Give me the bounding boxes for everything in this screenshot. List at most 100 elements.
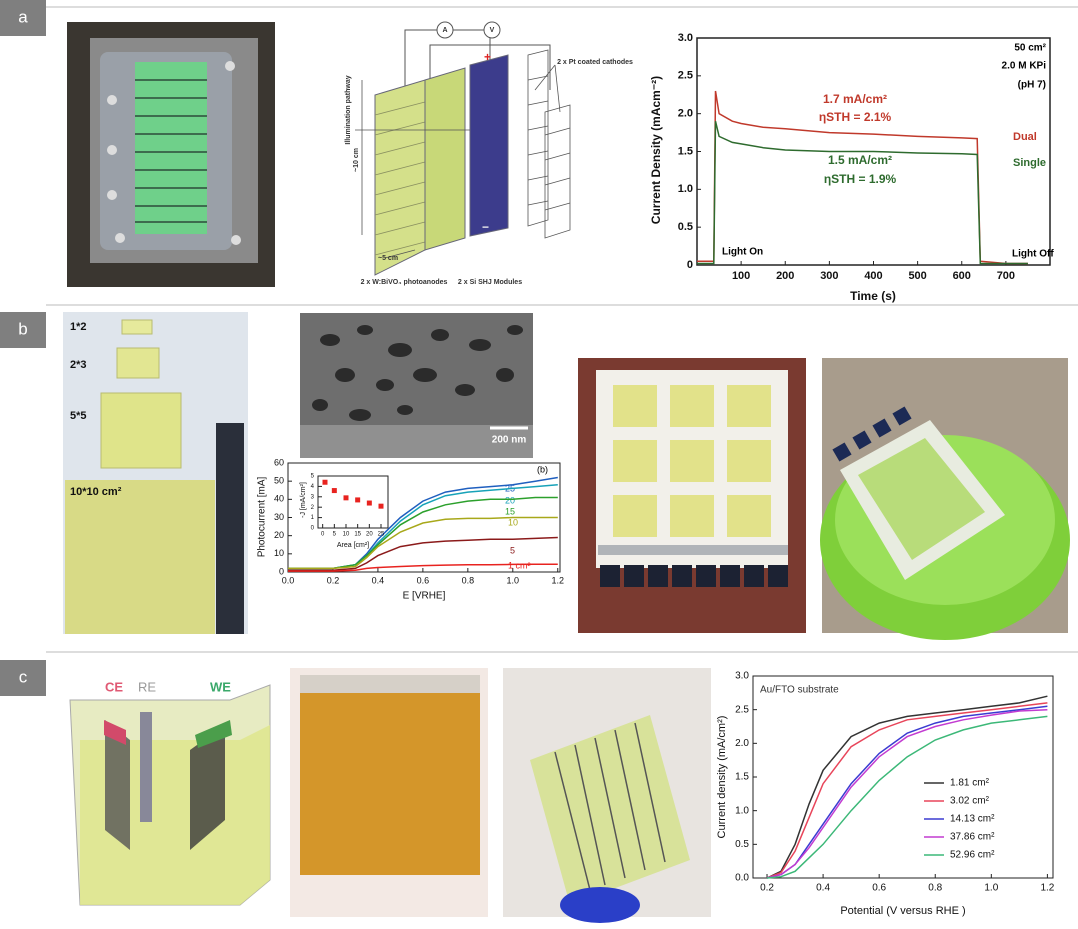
y-tick-label: 0.5 [735, 839, 749, 850]
cell-diagram: A V Illumination pathway ~10 cm ~5 cm 2 … [345, 22, 633, 286]
diagram-label: 2 x Si SHJ Modules [458, 279, 522, 286]
series-label: Single [1013, 157, 1046, 169]
y-tick-label: 2.5 [735, 704, 749, 715]
x-tick-label: 0.8 [928, 883, 942, 894]
diagram-label: 2 x Pt coated cathodes [557, 59, 633, 66]
annotation: (pH 7) [1018, 80, 1046, 91]
x-tick-label: 0.4 [816, 883, 830, 894]
series-label: 5 [510, 545, 515, 555]
x-tick-label: 0.0 [282, 575, 295, 585]
diagram-label: Illumination pathway [345, 75, 352, 144]
legend-label: 1.81 cm² [950, 778, 990, 789]
x-tick-label: 1.0 [984, 883, 998, 894]
series-label: 15 [505, 506, 515, 516]
x-tick-label: 100 [732, 270, 750, 282]
annotation: Au/FTO substrate [760, 685, 839, 696]
x-tick-label: 1.2 [1040, 883, 1054, 894]
x-tick-label: 15 [354, 532, 361, 538]
photo-outdoor [820, 358, 1070, 640]
x-tick-label: 300 [820, 270, 838, 282]
y-tick-label: 3.0 [735, 671, 749, 682]
point [323, 480, 328, 485]
series-label: Dual [1013, 131, 1037, 143]
y-tick-label: 10 [274, 548, 284, 558]
series-label: 20 [505, 495, 515, 505]
point [379, 504, 384, 509]
photo-array [578, 358, 806, 633]
polarity: + [484, 50, 491, 64]
y-tick-label: 60 [274, 457, 284, 467]
x-tick-label: 0.4 [372, 575, 385, 585]
y-tick-label: 1.0 [678, 183, 693, 195]
x-tick-label: 400 [864, 270, 882, 282]
x-tick-label: 1.0 [507, 575, 520, 585]
y-axis-label: Current density (mA/cm²) [716, 716, 728, 839]
sample-label: 5*5 [70, 410, 87, 422]
x-tick-label: 0.2 [327, 575, 340, 585]
panel-label: a [18, 7, 28, 26]
y-tick-label: 1.5 [735, 772, 749, 783]
diagram-label: 2 x W:BiVO₄ photoanodes [361, 279, 448, 286]
legend-label: 37.86 cm² [950, 832, 995, 843]
x-tick-label: 200 [776, 270, 794, 282]
page: a b c [0, 0, 1078, 924]
y-tick-label: 1.5 [678, 145, 693, 157]
point [332, 488, 337, 493]
y-tick-label: 0 [279, 566, 284, 576]
legend-label: 14.13 cm² [950, 814, 995, 825]
annotation: ηSTH = 1.9% [824, 172, 897, 186]
x-axis-label: Potential (V versus RHE ) [840, 905, 965, 917]
diagram-label: ~10 cm [353, 148, 360, 172]
electrode-label: WE [210, 679, 231, 694]
y-tick-label: 3.0 [678, 32, 693, 44]
point [355, 497, 360, 502]
chart: 0.0 0.2 0.4 0.6 0.8 1.0 1.2 0 10 20 30 40 50 60 E [VRH… [257, 457, 564, 601]
plot-frame [318, 476, 388, 528]
scale-bar-label: 200 nm [492, 435, 527, 446]
sample-label: 1*2 [70, 321, 87, 333]
x-axis-label: E [VRHE] [403, 591, 446, 602]
electrode-label: RE [138, 679, 156, 694]
y-tick-label: 50 [274, 476, 284, 486]
polarity: − [482, 220, 489, 234]
annotation: 2.0 M KPi [1002, 61, 1047, 72]
y-tick-label: 1.0 [735, 805, 749, 816]
figure: a b c [0, 0, 1078, 924]
sample-label: 10*10 cm² [70, 486, 122, 498]
x-axis-label: Area [cm²] [337, 542, 369, 549]
x-tick-label: 1.2 [551, 575, 564, 585]
x-tick-label: 700 [997, 270, 1015, 282]
x-tick-label: 500 [908, 270, 926, 282]
x-tick-label: 0.6 [417, 575, 430, 585]
photo-film [290, 668, 488, 917]
y-tick-label: 20 [274, 530, 284, 540]
series-label: 10 [508, 517, 518, 527]
y-tick-label: 40 [274, 494, 284, 504]
y-tick-label: 2.5 [678, 70, 693, 82]
meter-label: V [490, 27, 495, 34]
meter-label: A [442, 27, 447, 34]
annotation: 50 cm² [1014, 43, 1046, 54]
diagram-label: ~5 cm [378, 255, 398, 262]
y-tick-label: 2.0 [678, 108, 693, 120]
y-axis-label: -J [mA/cm²] [300, 482, 307, 518]
y-tick-label: 30 [274, 512, 284, 522]
panel-label: b [18, 319, 27, 338]
y-axis-label: Current Density (mAcm⁻²) [649, 76, 663, 224]
y-tick-label: 0 [687, 259, 693, 271]
photo-cell-3d [65, 668, 275, 916]
annotation: ηSTH = 2.1% [819, 110, 892, 124]
electrode-label: CE [105, 679, 123, 694]
sample-label: 2*3 [70, 359, 87, 371]
x-tick-label: 10 [343, 532, 350, 538]
annotation: Light On [722, 247, 763, 258]
annotation: 1.5 mA/cm² [828, 153, 892, 167]
photo-hand [503, 668, 711, 923]
photo-device [67, 22, 275, 287]
panel-label: c [19, 667, 28, 686]
sem-image: 200 nm [300, 313, 533, 458]
legend-label: 52.96 cm² [950, 850, 995, 861]
x-tick-label: 0.8 [462, 575, 475, 585]
y-axis-label: Photocurrent [mA] [257, 476, 268, 557]
